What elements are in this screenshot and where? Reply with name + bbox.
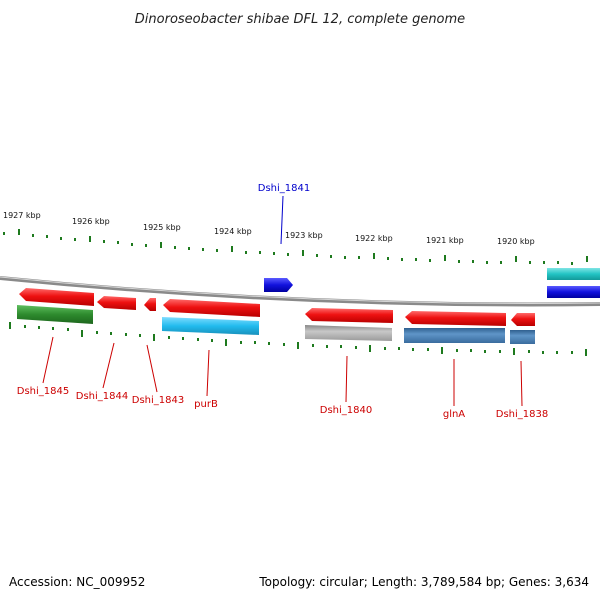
map-title: Dinoroseobacter shibae DFL 12, complete … [135, 12, 465, 27]
gene-labels: Dshi_1845 Dshi_1844 Dshi_1843 purB Dshi_… [17, 183, 548, 420]
leader-line-dshi-1838 [520, 360, 523, 407]
gene-label-dshi-1844[interactable]: Dshi_1844 [76, 391, 128, 402]
gene-arrow-dshi-1845[interactable] [19, 288, 94, 306]
genome-summary-text: Topology: circular; Length: 3,789,584 bp… [258, 575, 589, 589]
gene-arrow-dshi-1840[interactable] [305, 308, 393, 323]
gene-label-purb[interactable]: purB [194, 399, 218, 410]
feature-bar-gray[interactable] [305, 325, 392, 341]
gene-arrow-dshi-1844[interactable] [97, 296, 136, 310]
gene-label-dshi-1845[interactable]: Dshi_1845 [17, 386, 69, 397]
gene-label-dshi-1841[interactable]: Dshi_1841 [258, 183, 310, 194]
tick-label: 1920 kbp [497, 237, 535, 246]
tick-labels: 1927 kbp 1926 kbp 1925 kbp 1924 kbp 1923… [3, 211, 535, 246]
tick-label: 1922 kbp [355, 234, 393, 243]
leader-line-purb [206, 349, 210, 397]
tick-label: 1924 kbp [214, 227, 252, 236]
gene-bar-blue-right[interactable] [547, 286, 600, 298]
gene-arrow-purb[interactable] [163, 299, 260, 317]
gene-label-dshi-1840[interactable]: Dshi_1840 [320, 405, 372, 416]
genome-backbone [0, 276, 600, 307]
gene-label-glna[interactable]: glnA [443, 409, 465, 420]
gene-arrow-dshi-1838[interactable] [511, 313, 535, 326]
gene-arrow-glna[interactable] [405, 311, 506, 326]
gene-arrow-dshi-1841[interactable] [264, 278, 293, 292]
feature-bar-steel-glna[interactable] [404, 328, 505, 343]
leader-lines [42, 195, 523, 407]
gene-arrow-dshi-1843[interactable] [144, 298, 156, 311]
gene-label-dshi-1843[interactable]: Dshi_1843 [132, 395, 184, 406]
leader-line-dshi-1843 [146, 344, 158, 393]
gene-bar-teal[interactable] [547, 268, 600, 280]
upper-tick-track [3, 229, 588, 265]
feature-bar-steel-dshi-1838[interactable] [510, 330, 535, 344]
feature-bar-green[interactable] [17, 305, 93, 324]
leader-line-dshi-1844 [102, 342, 115, 389]
leader-line-dshi-1840 [345, 355, 348, 403]
tick-label: 1926 kbp [72, 217, 110, 226]
tick-label: 1927 kbp [3, 211, 41, 220]
tick-label: 1921 kbp [426, 236, 464, 245]
gene-label-dshi-1838[interactable]: Dshi_1838 [496, 409, 548, 420]
tick-label: 1925 kbp [143, 223, 181, 232]
lower-tick-track [9, 322, 587, 356]
tick-label: 1923 kbp [285, 231, 323, 240]
feature-bar-cyan[interactable] [162, 317, 259, 335]
accession-text: Accession: NC_009952 [9, 575, 145, 589]
leader-line-dshi-1845 [42, 336, 54, 384]
leader-line-dshi-1841 [280, 195, 284, 245]
